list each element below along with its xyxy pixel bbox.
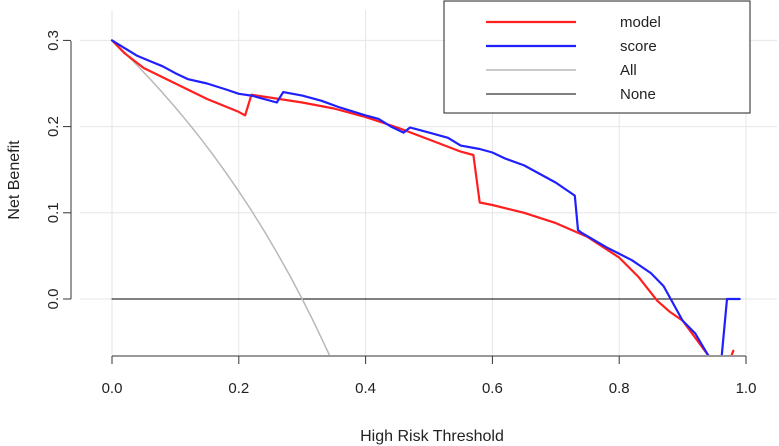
x-tick-label: 0.8 bbox=[609, 380, 630, 397]
y-axis-ticks: 0.0 0.1 0.2 0.3 bbox=[45, 30, 71, 309]
series-line-all bbox=[111, 39, 331, 355]
legend-label-score: score bbox=[620, 38, 657, 55]
legend-label-model: model bbox=[620, 14, 661, 31]
x-tick-label: 0.0 bbox=[102, 380, 123, 397]
y-tick-label: 0.2 bbox=[45, 116, 62, 137]
legend-label-all: All bbox=[620, 62, 637, 79]
legend: model score All None bbox=[443, 0, 751, 114]
y-tick-label: 0.3 bbox=[45, 30, 62, 51]
series-line-model bbox=[110, 39, 735, 355]
x-axis-ticks: 0.0 0.2 0.4 0.6 0.8 1.0 bbox=[102, 356, 757, 397]
legend-label-none: None bbox=[620, 86, 656, 103]
y-tick-label: 0.1 bbox=[45, 202, 62, 223]
x-tick-label: 0.4 bbox=[355, 380, 376, 397]
x-tick-label: 0.2 bbox=[228, 380, 249, 397]
x-axis-title: High Risk Threshold bbox=[360, 428, 504, 445]
series-lines bbox=[110, 39, 741, 355]
x-tick-label: 0.6 bbox=[482, 380, 503, 397]
legend-box bbox=[443, 0, 751, 114]
y-axis-title: Net Benefit bbox=[6, 140, 23, 220]
series-line-score bbox=[110, 39, 741, 355]
x-tick-label: 1.0 bbox=[736, 380, 757, 397]
y-tick-label: 0.0 bbox=[45, 289, 62, 310]
